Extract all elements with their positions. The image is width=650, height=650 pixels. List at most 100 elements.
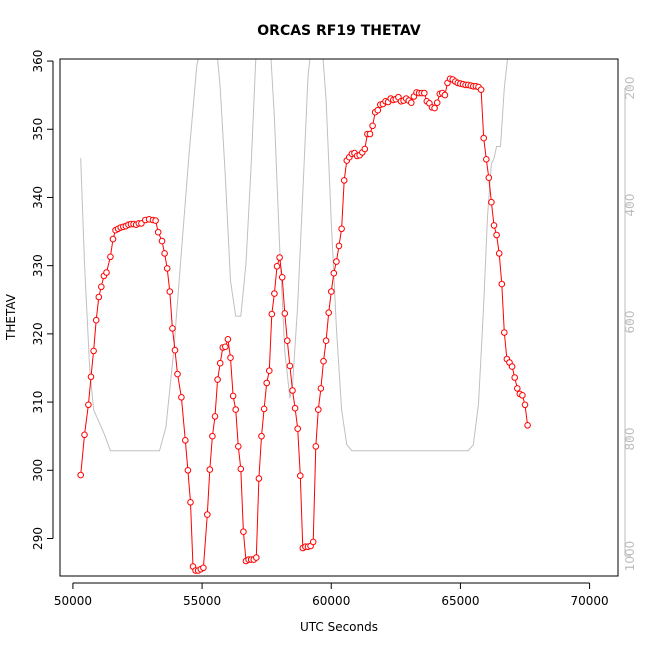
x-axis-label: UTC Seconds <box>300 620 378 634</box>
data-point <box>152 217 159 224</box>
data-point <box>182 437 189 444</box>
plot-frame <box>59 58 619 577</box>
data-point <box>315 406 322 413</box>
data-point <box>330 269 338 277</box>
data-point <box>214 376 221 383</box>
data-point <box>263 379 271 387</box>
x-tick-label: 60000 <box>312 594 350 608</box>
data-point <box>184 467 192 474</box>
x-tick-label: 50000 <box>54 594 92 608</box>
x-axis: 50000 55000 60000 65000 70000 <box>54 582 609 608</box>
data-point <box>169 325 176 332</box>
data-point <box>431 104 438 112</box>
data-point <box>508 363 516 370</box>
data-point <box>171 346 179 354</box>
data-point <box>222 343 229 351</box>
data-point <box>273 263 281 270</box>
data-point <box>85 401 92 409</box>
data-point <box>333 258 340 265</box>
y-tick-label: 350 <box>31 118 45 141</box>
data-point <box>477 86 485 93</box>
data-point <box>154 228 162 236</box>
data-point <box>312 443 320 450</box>
data-point <box>495 250 503 257</box>
y-axis: 290 300 310 320 330 340 350 360 <box>31 50 54 550</box>
data-point <box>232 406 239 413</box>
data-point <box>485 174 493 181</box>
data-point <box>227 354 234 362</box>
gray-series-layer <box>80 59 509 452</box>
data-point <box>235 443 242 450</box>
data-point <box>408 99 415 106</box>
data-point <box>328 288 335 295</box>
y-tick-label: 290 <box>31 527 45 550</box>
data-point <box>266 367 273 375</box>
data-point <box>271 290 278 297</box>
data-point <box>87 373 95 381</box>
right-tick-label: 200 <box>623 77 637 100</box>
data-point <box>294 425 302 433</box>
data-point <box>521 401 529 409</box>
data-point <box>81 431 88 439</box>
data-point <box>366 130 374 138</box>
y-tick-label: 320 <box>31 322 45 345</box>
data-point <box>421 89 428 97</box>
data-point <box>268 310 276 318</box>
right-tick-label: 600 <box>623 311 637 334</box>
data-point <box>322 337 330 345</box>
data-point <box>309 538 317 546</box>
data-point <box>200 564 207 572</box>
data-point <box>178 394 185 401</box>
data-point <box>90 347 97 355</box>
data-point <box>325 309 333 317</box>
data-point <box>490 222 498 229</box>
data-point <box>258 432 265 440</box>
data-point <box>161 250 168 257</box>
data-point <box>320 357 327 365</box>
data-point <box>166 288 174 295</box>
data-point <box>286 362 294 370</box>
data-point <box>276 254 283 261</box>
data-point <box>209 432 216 440</box>
data-point <box>211 413 219 420</box>
data-point <box>441 91 449 99</box>
data-point <box>255 475 263 482</box>
data-point <box>216 359 224 367</box>
data-point <box>488 198 495 206</box>
data-point <box>158 237 166 245</box>
data-point <box>98 283 105 291</box>
data-point <box>107 253 114 261</box>
y-axis-label: THETAV <box>4 293 18 341</box>
chart-title: ORCAS RF19 THETAV <box>257 23 421 39</box>
data-point <box>284 337 291 345</box>
data-point <box>224 336 232 343</box>
data-point <box>480 134 488 142</box>
data-point <box>278 274 286 281</box>
data-point <box>340 177 348 184</box>
data-point <box>174 370 181 378</box>
data-point <box>369 122 376 130</box>
data-point <box>240 528 247 536</box>
y-tick-label: 340 <box>31 186 45 209</box>
data-point <box>501 329 508 336</box>
y-tick-label: 310 <box>31 391 45 414</box>
data-point <box>95 293 103 301</box>
data-point <box>260 405 268 413</box>
data-point <box>291 404 299 412</box>
data-point <box>361 145 369 153</box>
x-tick-label: 70000 <box>570 594 608 608</box>
data-point <box>204 511 211 518</box>
x-tick-label: 55000 <box>183 594 221 608</box>
data-point <box>109 235 117 243</box>
data-point <box>483 156 490 163</box>
data-point <box>163 265 171 272</box>
data-point <box>297 472 304 480</box>
data-point <box>524 422 531 429</box>
right-tick-label: 1000 <box>623 541 637 572</box>
data-point <box>519 392 526 399</box>
data-point <box>229 392 237 400</box>
right-y-axis: 200 400 600 800 1000 <box>623 77 637 572</box>
y-tick-label: 300 <box>31 459 45 482</box>
data-point <box>374 106 382 114</box>
